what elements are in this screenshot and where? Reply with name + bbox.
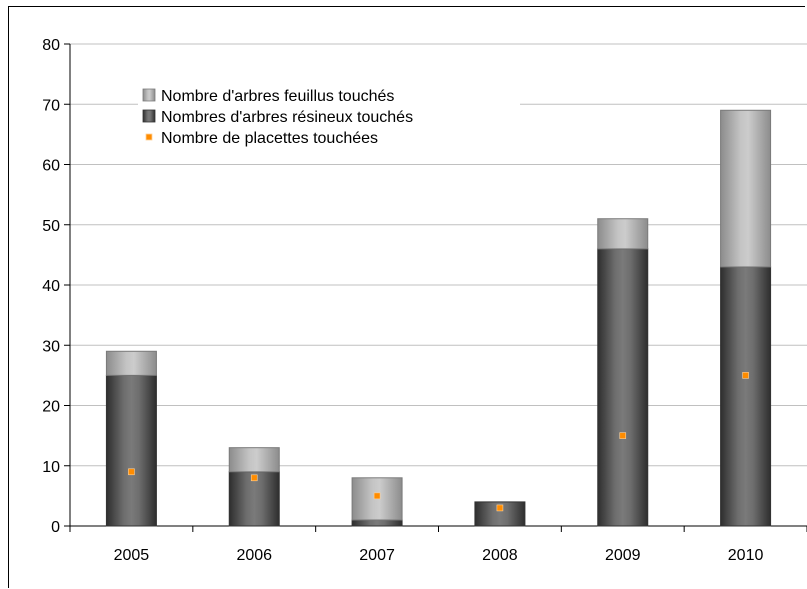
- y-tick-label-10: 10: [42, 459, 60, 476]
- y-tick-label-20: 20: [42, 399, 60, 416]
- bar-segment-feuillus-2009: [597, 218, 649, 250]
- x-tick-label-2010: 2010: [728, 547, 764, 564]
- bar-segment-feuillus-2007: [351, 477, 403, 521]
- bar-segment-feuillus-2006: [228, 447, 280, 473]
- legend-swatch-placettes: [145, 133, 153, 141]
- x-tick-label-2005: 2005: [114, 547, 150, 564]
- chart-frame: [8, 6, 805, 588]
- marker-placettes-2010: [742, 372, 749, 379]
- marker-placettes-2006: [250, 474, 258, 482]
- markers: [128, 372, 749, 512]
- x-tick-label-2007: 2007: [359, 547, 395, 564]
- y-tick-label-30: 30: [42, 338, 60, 355]
- x-tick-label-2006: 2006: [236, 547, 272, 564]
- legend-label-resineux: Nombres d'arbres résineux touchés: [161, 109, 413, 126]
- marker-placettes-2007: [373, 492, 381, 500]
- y-tick-label-60: 60: [42, 158, 60, 175]
- legend-swatch-feuillus: [142, 88, 156, 102]
- bar-segment-resineux-2009: [597, 248, 649, 527]
- legend-background: [138, 80, 520, 152]
- y-tick-label-50: 50: [42, 218, 60, 235]
- legend: Nombre d'arbres feuillus touchés Nombres…: [138, 80, 520, 152]
- y-tick-label-40: 40: [42, 278, 60, 295]
- marker-placettes-2005: [128, 468, 135, 476]
- y-tick-label-70: 70: [42, 97, 60, 114]
- gridlines: [70, 43, 807, 467]
- y-tick-label-0: 0: [51, 519, 60, 536]
- legend-label-placettes: Nombre de placettes touchées: [161, 130, 378, 147]
- marker-placettes-2008: [496, 504, 504, 512]
- y-tick-label-80: 80: [42, 37, 60, 54]
- x-tick-label-2009: 2009: [605, 547, 641, 564]
- marker-placettes-2009: [619, 432, 627, 439]
- bar-segment-resineux-2005: [105, 374, 157, 527]
- x-tick-label-2008: 2008: [482, 547, 518, 564]
- legend-swatch-resineux: [142, 109, 156, 123]
- axes: 0 10 20 30 40 50 60 70 80 2005 2006 2007 2008 2009 201…: [42, 37, 807, 564]
- bar-segment-feuillus-2005: [105, 350, 157, 376]
- legend-label-feuillus: Nombre d'arbres feuillus touchés: [161, 88, 394, 105]
- bars: [105, 109, 772, 527]
- bar-segment-feuillus-2010: [720, 109, 772, 268]
- bar-segment-resineux-2007: [351, 519, 403, 527]
- bar-segment-resineux-2010: [720, 266, 772, 527]
